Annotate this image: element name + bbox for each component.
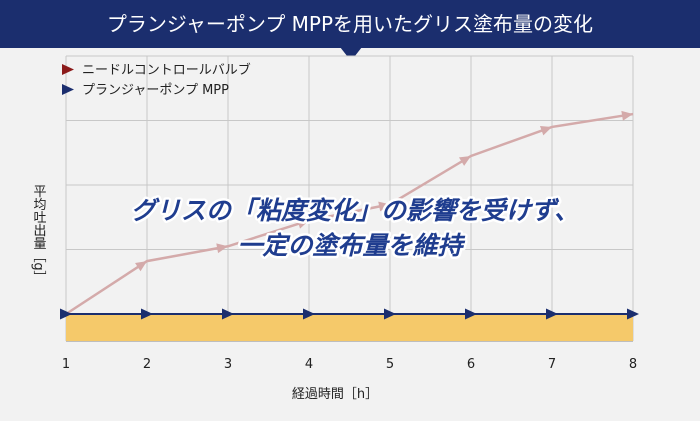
plot-area [66, 56, 633, 341]
x-tick-label: 7 [548, 357, 556, 372]
data-point-needle-valve [216, 243, 228, 254]
series-lines [65, 112, 634, 316]
chart-title: プランジャーポンプ MPPを用いたグリス塗布量の変化 [106, 12, 594, 36]
legend: ニードルコントロールバルブ プランジャーポンプ MPP [62, 62, 251, 98]
data-point-plunger-pump [303, 308, 315, 320]
data-point-needle-valve [539, 125, 552, 136]
data-point-needle-valve [621, 110, 633, 121]
data-point-plunger-pump [627, 308, 639, 320]
data-point-needle-valve [297, 219, 309, 229]
data-point-needle-valve [378, 201, 390, 212]
legend-marker-plunger-pump [62, 84, 74, 95]
x-tick-label: 6 [467, 357, 475, 372]
x-axis-label: 経過時間［h］ [292, 387, 378, 402]
data-point-plunger-pump [546, 308, 558, 320]
x-tick-label: 5 [386, 357, 394, 372]
legend-label-plunger-pump: プランジャーポンプ MPP [82, 83, 229, 98]
x-tick-labels: 1 2 3 4 5 6 7 8 [62, 357, 637, 372]
x-tick-label: 2 [143, 357, 151, 372]
series-line-needle-valve [65, 112, 634, 316]
x-tick-label: 3 [224, 357, 232, 372]
x-tick-label: 1 [62, 357, 70, 372]
data-point-plunger-pump [465, 308, 477, 320]
x-tick-label: 4 [305, 357, 313, 372]
x-tick-label: 8 [629, 357, 637, 372]
data-point-plunger-pump [60, 308, 72, 320]
data-point-needle-valve [458, 155, 471, 166]
legend-label-needle-valve: ニードルコントロールバルブ [82, 62, 251, 78]
legend-marker-needle-valve [62, 64, 74, 75]
y-axis-label: 平均吐出量［g］ [31, 184, 47, 283]
legend-item-needle-valve: ニードルコントロールバルブ [62, 62, 251, 78]
data-point-needle-valve [135, 261, 147, 272]
title-bar [0, 0, 700, 48]
series-markers [60, 110, 639, 320]
callout-line-2: 一定の塗布量を維持 [237, 231, 465, 260]
legend-item-plunger-pump: プランジャーポンプ MPP [62, 83, 229, 98]
plunger-pump-band [66, 314, 633, 341]
data-point-plunger-pump [141, 308, 153, 320]
data-point-plunger-pump [384, 308, 396, 320]
callout-line-1: グリスの「粘度変化」の影響を受けず、 [131, 196, 579, 225]
data-point-plunger-pump [222, 308, 234, 320]
